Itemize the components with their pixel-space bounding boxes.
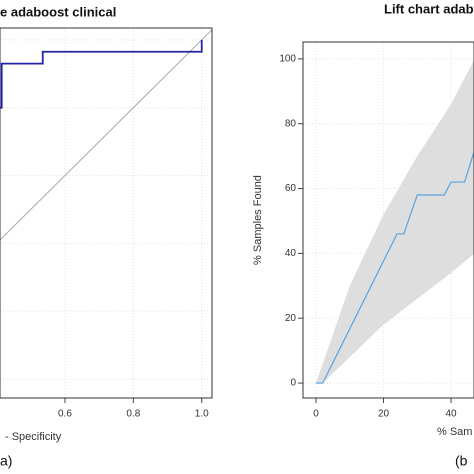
chart-title: e adaboost clinical — [0, 4, 116, 19]
chart-title: Lift chart adab — [384, 1, 474, 16]
panel-label: (b — [455, 453, 468, 469]
x-tick-label: 0 — [313, 409, 319, 420]
x-tick-label: 20 — [378, 409, 390, 420]
y-tick-label: 60 — [285, 183, 297, 194]
x-tick-label: 0.8 — [126, 409, 140, 420]
plot-frame — [0, 27, 213, 399]
y-tick-label: 100 — [279, 54, 296, 65]
curve — [315, 149, 474, 384]
confidence-band — [315, 60, 474, 384]
plot-area — [0, 28, 212, 398]
plot-frame — [302, 41, 474, 399]
y-tick-label: 80 — [285, 118, 297, 129]
x-tick-label: 1.0 — [195, 409, 209, 420]
x-axis-label: - Specificity — [5, 431, 62, 443]
y-tick-label: 40 — [285, 248, 297, 259]
curve — [0, 39, 203, 109]
y-tick-label: 0 — [290, 378, 296, 389]
plot-area — [303, 42, 474, 398]
y-axis-label: % Samples Found — [252, 175, 264, 265]
y-tick-label: 20 — [285, 313, 297, 324]
x-axis-label: % Sam — [437, 426, 472, 438]
x-tick-label: 40 — [445, 409, 457, 420]
reference-diagonal — [0, 29, 212, 241]
panel-label: a) — [0, 453, 12, 469]
x-tick-label: 0.6 — [58, 409, 72, 420]
